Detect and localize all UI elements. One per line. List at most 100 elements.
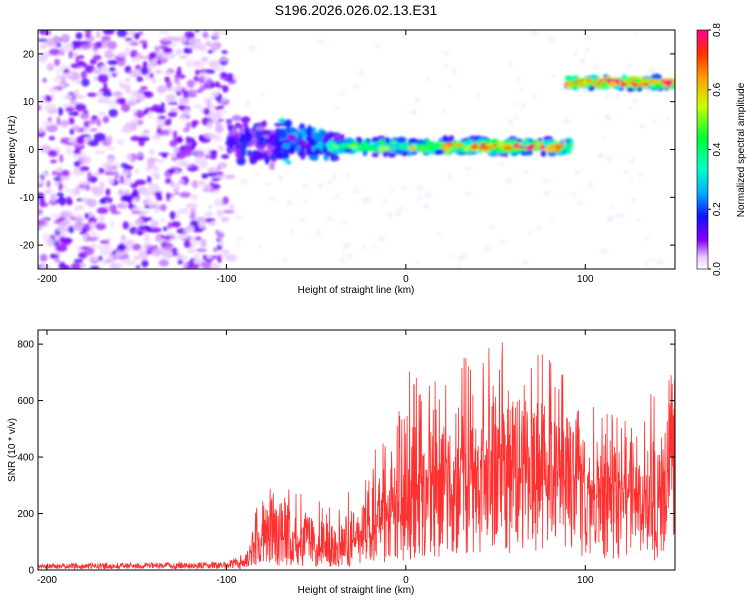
spectrogram-blob xyxy=(162,47,173,54)
spectrogram-blob xyxy=(165,80,172,89)
spectrogram-blob xyxy=(190,194,199,201)
spectrogram-blob xyxy=(161,241,166,247)
spectrogram-blob xyxy=(132,243,142,251)
spectrogram-blob xyxy=(457,256,462,262)
spectrogram-blob xyxy=(119,175,125,185)
spectrogram-blob xyxy=(177,235,187,239)
spectrogram-blob xyxy=(142,129,150,134)
spectrogram-ytick-label: -10 xyxy=(20,193,35,204)
spectrogram-blob xyxy=(62,103,74,108)
spectrogram-blob xyxy=(185,202,198,209)
spectrogram-blob xyxy=(278,174,283,182)
spectrogram-blob xyxy=(470,143,479,150)
spectrogram-blob xyxy=(315,147,321,154)
spectrogram-blob xyxy=(99,181,105,190)
spectrogram-blob xyxy=(45,238,55,247)
spectrogram-blob xyxy=(655,259,664,265)
spectrogram-blob xyxy=(526,149,533,156)
spectrogram-blob xyxy=(133,255,138,261)
spectrogram-blob xyxy=(84,212,90,219)
spectrogram-blob xyxy=(40,264,51,269)
spectrogram-blob xyxy=(52,78,61,83)
spectrogram-blob xyxy=(105,146,117,150)
spectrogram-blob xyxy=(434,149,442,155)
spectrogram-blob xyxy=(75,32,83,40)
spectrogram-blob xyxy=(149,52,157,59)
spectrogram-blob xyxy=(418,147,429,152)
spectrogram-blob xyxy=(565,77,575,82)
spectrogram-blob xyxy=(175,48,183,56)
spectrogram-blob xyxy=(169,211,176,220)
spectrogram-blob xyxy=(208,112,216,120)
snr-ytick-label: 0 xyxy=(28,566,34,577)
spectrogram-blob xyxy=(546,147,557,153)
spectrogram-blob xyxy=(207,49,214,54)
spectrogram-blob xyxy=(415,260,419,265)
spectrogram-blob xyxy=(395,209,402,217)
spectrogram-blob xyxy=(116,30,128,38)
spectrogram-blob xyxy=(55,244,68,252)
spectrogram-blob xyxy=(73,149,82,155)
spectrogram-blob xyxy=(174,77,179,84)
spectrogram-blob xyxy=(582,85,591,89)
spectrogram-blob xyxy=(466,149,473,154)
spectrogram-blob xyxy=(550,218,555,223)
spectrogram-blob xyxy=(85,30,92,39)
spectrogram-blob xyxy=(76,136,85,145)
spectrogram-blob xyxy=(455,143,464,147)
spectrogram-blob xyxy=(120,234,127,241)
spectrogram-blob xyxy=(157,119,166,129)
spectrogram-blob xyxy=(547,36,556,42)
spectrogram-image xyxy=(38,30,675,269)
spectrogram-blob xyxy=(68,112,77,116)
spectrogram-blob xyxy=(303,198,307,204)
spectrogram-blob xyxy=(585,46,590,54)
spectrogram-ytick-label: 10 xyxy=(23,97,35,108)
spectrogram-blob xyxy=(246,141,253,148)
spectrogram-blob xyxy=(38,38,49,42)
spectrogram-blob xyxy=(151,76,156,84)
spectrogram-blob xyxy=(286,199,293,206)
spectrogram-blob xyxy=(332,194,340,200)
spectrogram-blob xyxy=(216,209,224,217)
spectrogram-blob xyxy=(220,71,227,78)
spectrogram-blob xyxy=(215,81,220,87)
spectrogram-blob xyxy=(231,114,242,122)
spectrogram-blob xyxy=(122,221,130,230)
spectrogram-blob xyxy=(96,244,105,250)
spectrogram-blob xyxy=(287,133,297,142)
spectrogram-blob xyxy=(54,58,60,67)
spectrogram-blob xyxy=(279,130,287,140)
spectrogram-blob xyxy=(59,196,67,206)
spectrogram-blob xyxy=(114,250,125,257)
spectrogram-blob xyxy=(192,228,204,233)
spectrogram-blob xyxy=(140,66,149,76)
snr-xtick-label: -100 xyxy=(216,575,236,586)
spectrogram-blob xyxy=(87,171,92,180)
spectrogram-blob xyxy=(523,170,529,175)
spectrogram-blob xyxy=(176,253,184,262)
spectrogram-blob xyxy=(194,156,203,165)
spectrogram-blob xyxy=(139,40,148,44)
spectrogram-blob xyxy=(167,221,172,230)
spectrogram-blob xyxy=(193,104,204,109)
spectrogram-blob xyxy=(172,130,178,139)
spectrogram-blob xyxy=(221,97,228,103)
spectrogram-blob xyxy=(653,118,658,123)
spectrogram-blob xyxy=(89,59,97,65)
spectrogram-blob xyxy=(104,243,110,248)
spectrogram-blob xyxy=(643,236,650,240)
spectrogram-blob xyxy=(225,139,235,147)
spectrogram-blob xyxy=(641,82,650,86)
spectrogram-blob xyxy=(260,91,265,96)
spectrogram-blob xyxy=(396,136,407,144)
spectrogram-blob xyxy=(224,174,236,180)
spectrogram-xtick-label: -200 xyxy=(37,274,57,285)
spectrogram-blob xyxy=(102,246,114,252)
spectrogram-blob xyxy=(130,41,139,47)
spectrogram-blob xyxy=(566,81,573,87)
spectrogram-blob xyxy=(179,191,191,198)
spectrogram-blob xyxy=(174,170,181,175)
snr-xtick-label: -200 xyxy=(37,575,57,586)
spectrogram-blob xyxy=(218,30,230,35)
